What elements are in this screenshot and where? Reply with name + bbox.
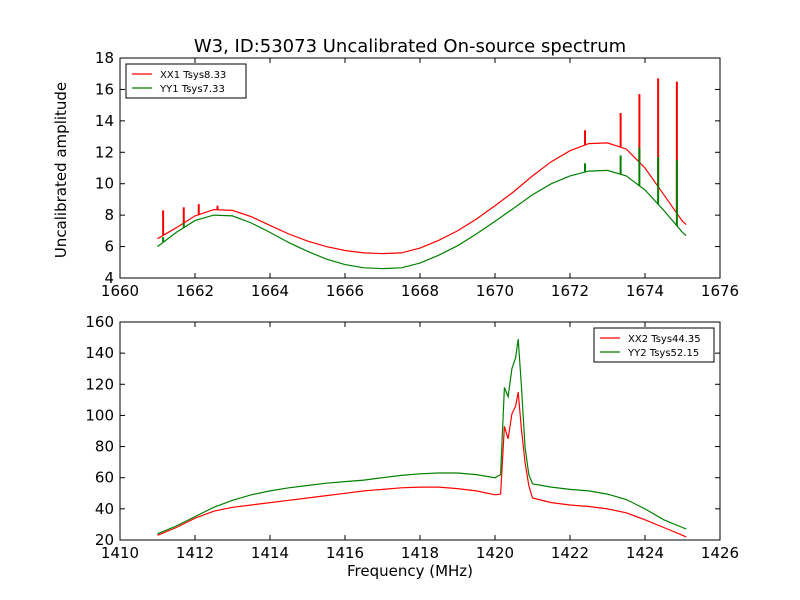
legend-entry-1: XX2 Tsys44.35: [628, 334, 701, 345]
series-line-1: [157, 391, 687, 538]
y-tick-label: 8: [104, 206, 114, 224]
series-line-2: [157, 169, 687, 270]
figure-title: W3, ID:53073 Uncalibrated On-source spec…: [194, 36, 626, 57]
legend-entry-1: XX1 Tsys8.33: [160, 70, 226, 81]
x-tick-label: 1416: [326, 544, 364, 562]
y-tick-label: 100: [85, 406, 114, 424]
x-tick-label: 1414: [251, 544, 289, 562]
y-tick-label: 20: [95, 531, 114, 549]
x-tick-label: 1426: [701, 544, 739, 562]
legend-box: [125, 63, 247, 99]
x-tick-label: 1418: [401, 544, 439, 562]
y-tick-label: 14: [95, 112, 114, 130]
x-tick-label: 1670: [476, 282, 514, 300]
y-tick-label: 12: [95, 143, 114, 161]
x-tick-label: 1664: [251, 282, 289, 300]
y-tick-label: 60: [95, 469, 114, 487]
legend: XX1 Tsys8.33 YY1 Tsys7.33: [125, 63, 247, 99]
legend-box: [593, 327, 715, 363]
y-tick-label: 160: [85, 313, 114, 331]
series-line-2: [157, 339, 687, 535]
y-tick-label: 16: [95, 80, 114, 98]
y-tick-label: 140: [85, 344, 114, 362]
x-tick-label: 1662: [176, 282, 214, 300]
x-tick-label: 1668: [401, 282, 439, 300]
x-tick-label: 1674: [626, 282, 664, 300]
legend-entry-2: YY2 Tsys52.15: [627, 348, 699, 359]
x-tick-label: 1424: [626, 544, 664, 562]
y-tick-label: 10: [95, 175, 114, 193]
series-line-1: [157, 142, 687, 255]
x-tick-label: 1676: [701, 282, 739, 300]
y-tick-label: 80: [95, 438, 114, 456]
legend-entry-2: YY1 Tsys7.33: [159, 84, 225, 95]
x-tick-label: 1672: [551, 282, 589, 300]
y-axis-label: Uncalibrated amplitude: [52, 82, 70, 258]
top-spectrum-plot: 1660 1662 1664 1666 1668 1670 1672 1674 1676 4 6 8 1…: [52, 49, 739, 300]
y-tick-label: 18: [95, 49, 114, 67]
legend: XX2 Tsys44.35 YY2 Tsys52.15: [593, 327, 715, 363]
y-tick-label: 4: [104, 269, 114, 287]
x-tick-label: 1422: [551, 544, 589, 562]
x-axis-label: Frequency (MHz): [347, 562, 473, 580]
x-tick-label: 1410: [101, 544, 139, 562]
y-tick-label: 6: [104, 238, 114, 256]
bottom-spectrum-plot: 1410 1412 1414 1416 1418 1420 1422 1424 1426 20 40…: [85, 313, 739, 580]
x-tick-label: 1666: [326, 282, 364, 300]
y-tick-label: 40: [95, 500, 114, 518]
x-tick-label: 1660: [101, 282, 139, 300]
x-tick-label: 1420: [476, 544, 514, 562]
x-tick-label: 1412: [176, 544, 214, 562]
y-tick-label: 120: [85, 375, 114, 393]
